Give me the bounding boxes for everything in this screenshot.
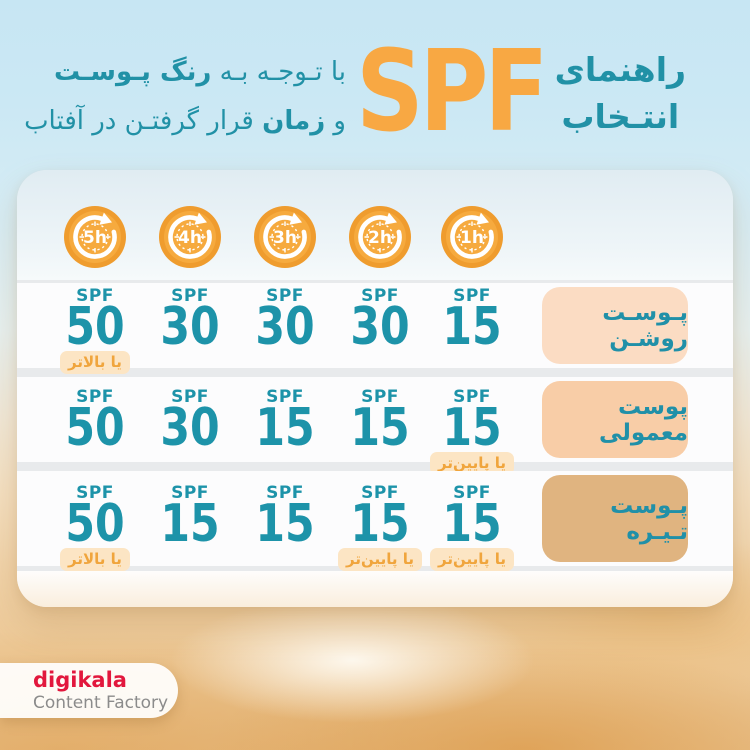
digikala-logo: digikala — [33, 667, 127, 692]
brand-pill: digikala Content Factory — [0, 663, 178, 718]
subtitle-text: با تـوجـه بـه — [211, 57, 346, 87]
duration-header-row: 5h 4h 3h — [17, 170, 733, 280]
subtitle: با تـوجـه بـه رنگ پـوسـت و زمان قرار گرف… — [24, 48, 346, 146]
spf-value: 50 — [65, 494, 125, 554]
spf-label: SPF — [361, 387, 399, 407]
clock-3h-icon: 3h — [254, 206, 316, 268]
spf-cell: SPF 15 — [143, 483, 237, 554]
spf-cell: SPF 15 — [333, 387, 427, 458]
skin-label-light: پـوسـت روشـن — [542, 287, 688, 364]
subtitle-text: و — [325, 106, 346, 136]
spf-label: SPF — [76, 483, 114, 503]
subtitle-bold-time: زمان — [262, 106, 326, 136]
spf-value: 15 — [442, 297, 502, 357]
spf-label: SPF — [453, 483, 491, 503]
spf-note-badge: یا پایین‌تر — [338, 548, 422, 571]
spf-label: SPF — [171, 483, 209, 503]
spf-value: 30 — [160, 297, 220, 357]
spf-cell: SPF 30 — [238, 286, 332, 357]
page-title-line-1: راهنمای — [554, 50, 686, 89]
skin-label-dark: پـوست تـیـره — [542, 475, 688, 562]
content-factory-label: Content Factory — [33, 692, 169, 713]
spf-label: SPF — [266, 387, 304, 407]
svg-text:4h: 4h — [178, 228, 202, 248]
spf-note-badge: یا بالاتر — [60, 548, 130, 571]
svg-text:2h: 2h — [368, 228, 392, 248]
spf-cell: SPF 15 — [425, 286, 519, 357]
spf-label: SPF — [266, 286, 304, 306]
spf-value: 15 — [160, 494, 220, 554]
spf-cell: SPF 15 یا پایین‌تر — [425, 484, 519, 571]
clock-1h-icon: 1h — [441, 206, 503, 268]
spf-label: SPF — [171, 387, 209, 407]
svg-text:5h: 5h — [83, 228, 107, 248]
spf-label: SPF — [266, 483, 304, 503]
spf-value: 15 — [350, 494, 410, 554]
subtitle-bold-skin-color: رنگ پـوسـت — [53, 57, 212, 87]
spf-value: 30 — [350, 297, 410, 357]
spf-label: SPF — [453, 387, 491, 407]
svg-text:3h: 3h — [273, 228, 297, 248]
spf-cell: SPF 30 — [143, 286, 237, 357]
spf-label: SPF — [171, 286, 209, 306]
spf-label: SPF — [76, 387, 114, 407]
spf-cell: SPF 50 — [48, 387, 142, 458]
skin-label-normal: پوست معمولی — [542, 381, 688, 458]
spf-value: 15 — [442, 494, 502, 554]
spf-label: SPF — [361, 286, 399, 306]
table-row-dark-skin: SPF 50 یا بالاتر SPF 15 SPF 15 SPF 15 یا… — [17, 471, 733, 571]
spf-label: SPF — [76, 286, 114, 306]
clock-2h-icon: 2h — [349, 206, 411, 268]
spf-label: SPF — [453, 286, 491, 306]
spf-note-badge: یا پایین‌تر — [430, 452, 514, 475]
spf-cell: SPF 15 یا پایین‌تر — [425, 388, 519, 475]
spf-value: 15 — [255, 398, 315, 458]
spf-value: 50 — [65, 297, 125, 357]
page-title-line-2: انتـخاب — [561, 97, 680, 136]
spf-note-badge: یا بالاتر — [60, 351, 130, 374]
spf-cell: SPF 15 — [238, 483, 332, 554]
spf-cell: SPF 15 — [238, 387, 332, 458]
spf-value: 15 — [255, 494, 315, 554]
svg-text:1h: 1h — [460, 228, 484, 248]
spf-value: 15 — [442, 398, 502, 458]
spf-value: 15 — [350, 398, 410, 458]
subtitle-text: قرار گرفتـن در آفتاب — [24, 106, 263, 136]
spf-wordmark: SPF — [356, 27, 549, 157]
spf-cell: SPF 30 — [143, 387, 237, 458]
spf-table-card: 5h 4h 3h — [17, 170, 733, 607]
subtitle-line-1: با تـوجـه بـه رنگ پـوسـت — [24, 48, 346, 97]
clock-5h-icon: 5h — [64, 206, 126, 268]
spf-cell: SPF 50 یا بالاتر — [48, 287, 142, 374]
spf-value: 50 — [65, 398, 125, 458]
spf-cell: SPF 15 یا پایین‌تر — [333, 484, 427, 571]
spf-value: 30 — [255, 297, 315, 357]
table-row-light-skin: SPF 50 یا بالاتر SPF 30 SPF 30 SPF 30 SP… — [17, 283, 733, 374]
clock-4h-icon: 4h — [159, 206, 221, 268]
spf-label: SPF — [361, 483, 399, 503]
card-footer-strip — [17, 571, 733, 607]
spf-value: 30 — [160, 398, 220, 458]
subtitle-line-2: و زمان قرار گرفتـن در آفتاب — [24, 97, 346, 146]
page-title: راهنمای انتـخاب — [555, 46, 686, 140]
table-row-normal-skin: SPF 50 SPF 30 SPF 15 SPF 15 SPF 15 یا پا… — [17, 377, 733, 475]
spf-cell: SPF 50 یا بالاتر — [48, 484, 142, 571]
spf-cell: SPF 30 — [333, 286, 427, 357]
spf-note-badge: یا پایین‌تر — [430, 548, 514, 571]
